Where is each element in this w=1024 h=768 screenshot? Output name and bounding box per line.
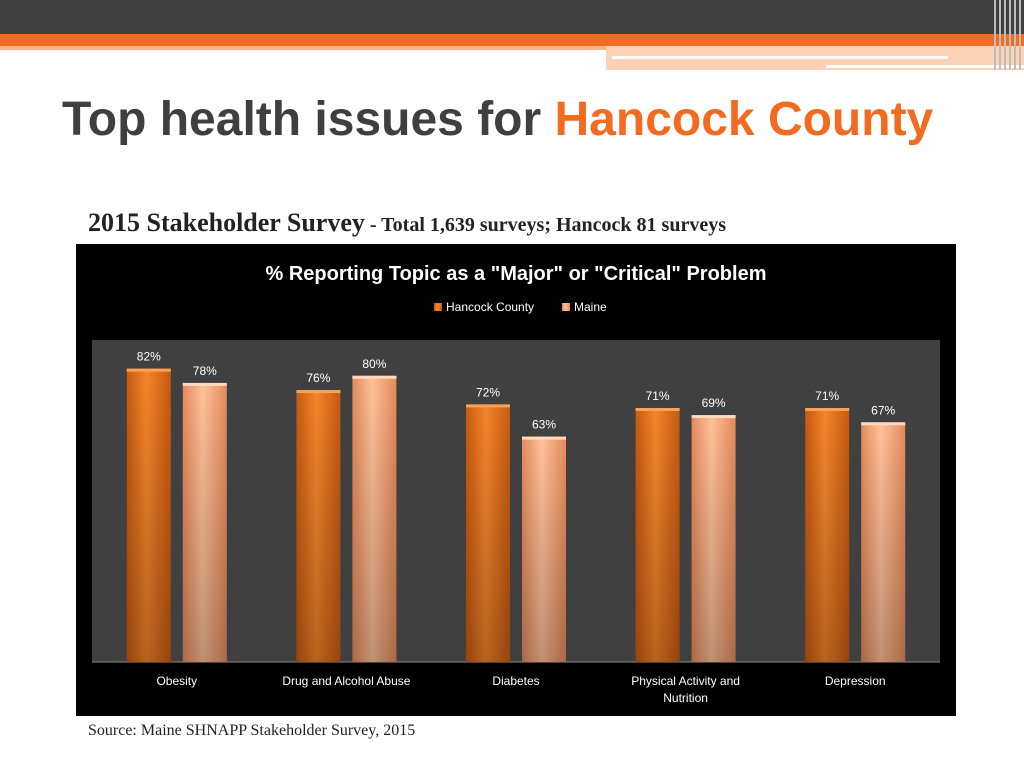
bar-top (691, 415, 736, 419)
legend-swatch (562, 303, 570, 311)
bar-top (352, 375, 397, 379)
bar-top (805, 407, 850, 411)
legend-swatch (434, 303, 442, 311)
bar-top (635, 407, 680, 411)
chart-container: % Reporting Topic as a "Major" or "Criti… (76, 244, 956, 716)
data-label: 67% (871, 403, 895, 417)
plot-area (92, 340, 940, 662)
light-stripe (0, 46, 606, 50)
data-label: 71% (646, 389, 670, 403)
category-label: Diabetes (492, 674, 539, 688)
bar-shade (182, 382, 227, 662)
bar-top (126, 368, 171, 372)
bar-top (861, 422, 906, 426)
data-label: 72% (476, 385, 500, 399)
data-label: 71% (815, 389, 839, 403)
source-note: Source: Maine SHNAPP Stakeholder Survey,… (88, 722, 416, 739)
bar-shade (861, 422, 906, 662)
bar-top (296, 390, 341, 394)
data-label: 69% (702, 396, 726, 410)
category-label: Nutrition (663, 691, 708, 705)
title-accent: Hancock County (554, 93, 934, 146)
bar-top (466, 404, 510, 408)
slide-title: Top health issues for Hancock County (62, 92, 933, 147)
orange-stripe (0, 34, 1024, 46)
data-label: 63% (532, 418, 556, 432)
bar-shade (352, 375, 397, 662)
category-label: Obesity (156, 674, 197, 688)
data-label: 78% (193, 364, 217, 378)
bar-chart: % Reporting Topic as a "Major" or "Criti… (92, 263, 940, 705)
bar-shade (691, 415, 736, 662)
bar-shade (805, 407, 850, 662)
category-label: Depression (825, 674, 886, 688)
data-label: 82% (137, 350, 161, 364)
bar-shade (296, 390, 341, 662)
category-label: Drug and Alcohol Abuse (282, 674, 410, 688)
data-label: 80% (362, 357, 386, 371)
white-line (612, 56, 948, 59)
bar-shade (522, 436, 566, 662)
subtitle-main: 2015 Stakeholder Survey (88, 208, 365, 237)
subtitle-detail: - Total 1,639 surveys; Hancock 81 survey… (364, 214, 726, 236)
bar-top (182, 382, 227, 386)
data-label: 76% (306, 371, 330, 385)
slide-subtitle: 2015 Stakeholder Survey - Total 1,639 su… (88, 208, 726, 238)
bar-shade (126, 368, 171, 662)
white-line (826, 65, 1024, 68)
chart-title: % Reporting Topic as a "Major" or "Criti… (266, 263, 767, 285)
legend-label: Hancock County (446, 300, 534, 314)
title-main: Top health issues for (62, 93, 555, 146)
category-label: Physical Activity and (631, 674, 740, 688)
top-bar (0, 0, 1024, 34)
bar-shade (466, 404, 510, 662)
legend-label: Maine (574, 300, 607, 314)
bar-top (522, 436, 566, 440)
bar-shade (635, 407, 680, 662)
decorative-stripes (990, 0, 1024, 70)
